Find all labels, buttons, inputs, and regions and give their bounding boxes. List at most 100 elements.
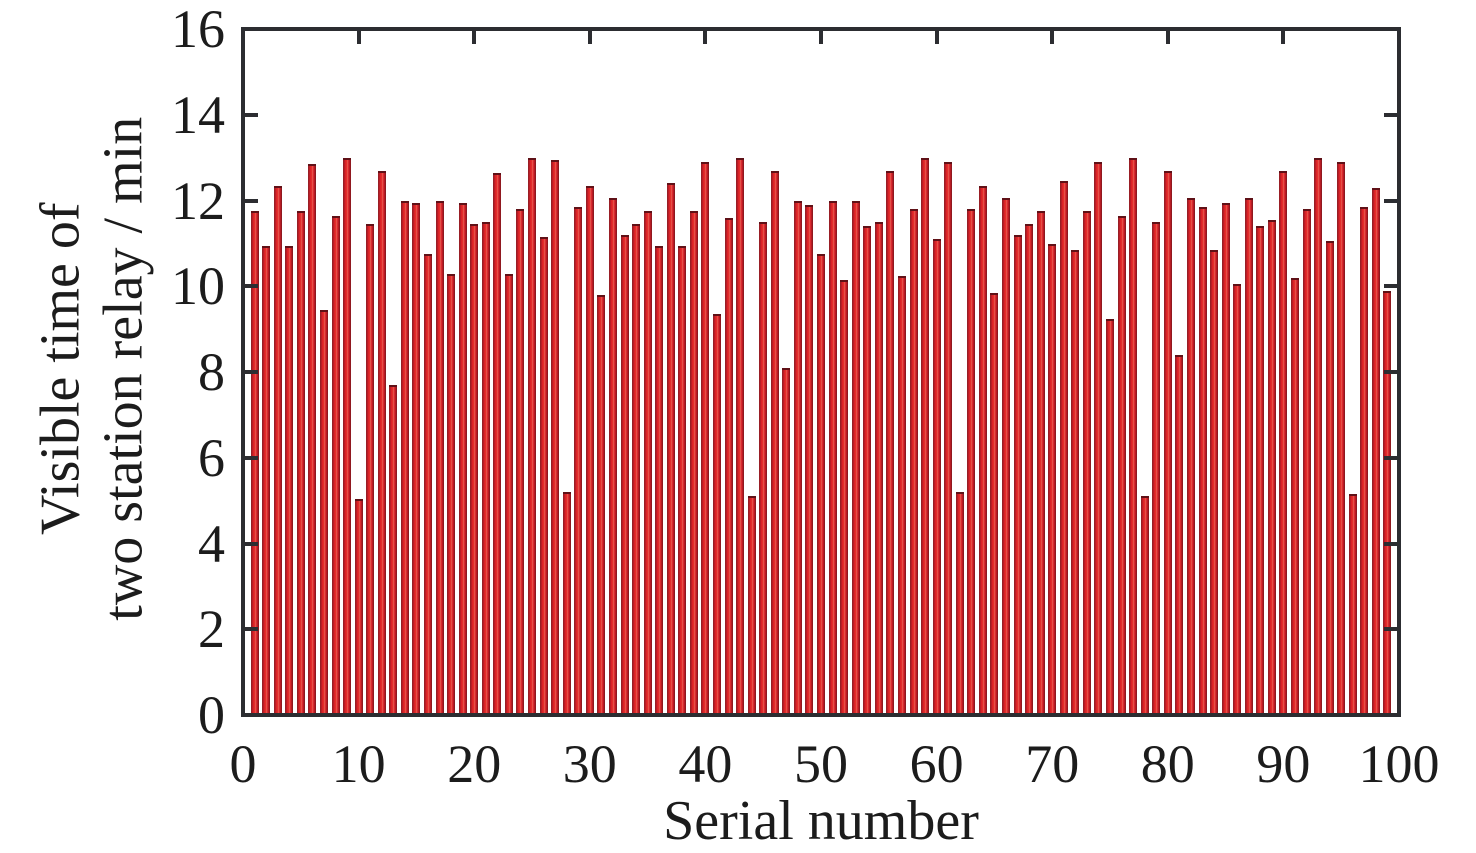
y-tick-label: 0 xyxy=(198,685,225,745)
bar xyxy=(863,226,872,713)
x-tick-top xyxy=(1165,31,1170,44)
y-tick-right xyxy=(1384,455,1397,460)
y-axis-title-line2: two station relay / min xyxy=(92,116,154,621)
bar xyxy=(1279,171,1288,713)
bar xyxy=(1048,244,1057,713)
x-tick-top xyxy=(934,31,939,44)
bar xyxy=(273,186,282,713)
bar xyxy=(909,209,918,713)
bar xyxy=(1025,224,1034,713)
bar xyxy=(1314,158,1323,713)
bar xyxy=(528,158,536,713)
y-tick-left xyxy=(245,627,258,632)
bar xyxy=(689,211,698,713)
bar xyxy=(574,207,583,713)
bar xyxy=(250,211,259,713)
bar xyxy=(978,186,987,713)
bar xyxy=(990,293,999,713)
bar xyxy=(1186,198,1195,713)
bar xyxy=(886,171,895,713)
x-tick-top xyxy=(587,31,592,44)
bar xyxy=(840,280,849,713)
bar xyxy=(817,254,825,713)
y-tick-right xyxy=(1384,284,1397,289)
bar xyxy=(1267,220,1276,713)
x-tick-label: 40 xyxy=(678,734,733,794)
y-tick-left xyxy=(245,112,258,117)
bar xyxy=(1117,216,1126,713)
bar xyxy=(1140,496,1149,713)
bar xyxy=(1337,162,1346,713)
bar xyxy=(1013,235,1022,713)
y-tick-label: 14 xyxy=(171,84,225,145)
bar xyxy=(470,224,479,713)
bar xyxy=(308,164,317,713)
y-tick-label: 12 xyxy=(171,170,225,231)
bar xyxy=(331,216,340,713)
y-tick-left xyxy=(245,541,258,546)
bar xyxy=(400,201,409,713)
y-tick-left xyxy=(245,370,258,374)
y-tick-right xyxy=(1384,370,1397,374)
bar xyxy=(1175,355,1184,713)
bar xyxy=(1325,241,1334,713)
y-tick-label: 2 xyxy=(198,599,225,660)
y-tick-label: 4 xyxy=(198,513,225,574)
x-axis-title: Serial number xyxy=(663,790,979,852)
bar xyxy=(932,239,941,713)
bar xyxy=(967,209,976,713)
bar xyxy=(1163,171,1172,713)
bar xyxy=(412,203,421,713)
bar xyxy=(424,254,432,713)
bar xyxy=(1233,284,1242,713)
y-axis-title: Visible time of two station relay / min xyxy=(29,0,154,739)
x-tick-label: 70 xyxy=(1025,734,1080,794)
bar xyxy=(1291,278,1299,713)
x-tick-label: 10 xyxy=(331,734,386,794)
bar xyxy=(285,246,294,713)
x-tick-label: 80 xyxy=(1140,734,1195,794)
y-tick-right xyxy=(1384,627,1397,632)
bar xyxy=(1256,226,1265,713)
bar xyxy=(620,235,629,713)
bar xyxy=(1221,203,1230,713)
x-tick-top xyxy=(819,31,823,44)
x-tick-label: 90 xyxy=(1256,734,1311,794)
bar xyxy=(1036,211,1045,713)
bar xyxy=(632,224,640,713)
bar xyxy=(435,201,444,713)
bar xyxy=(1129,158,1138,713)
y-tick-right xyxy=(1384,112,1397,117)
bar xyxy=(724,218,733,713)
bar xyxy=(1360,207,1369,713)
plot-frame xyxy=(241,27,1401,717)
bar xyxy=(1383,291,1392,713)
bar xyxy=(343,158,351,713)
bar xyxy=(377,171,386,713)
x-tick-label: 60 xyxy=(909,734,964,794)
x-tick-label: 0 xyxy=(229,734,257,794)
x-tick-top xyxy=(1050,31,1055,44)
y-tick-label: 10 xyxy=(171,256,225,317)
bar xyxy=(1302,209,1311,713)
bar xyxy=(562,492,571,713)
y-tick-label: 6 xyxy=(198,427,225,488)
bar xyxy=(874,222,883,713)
bar xyxy=(585,186,594,713)
bar xyxy=(354,499,363,713)
bar xyxy=(793,201,802,713)
bar xyxy=(944,162,953,713)
bar xyxy=(701,162,710,713)
y-tick-left xyxy=(245,284,258,289)
bar xyxy=(1210,250,1218,713)
x-tick-top xyxy=(472,31,477,44)
y-tick-right xyxy=(1384,198,1397,203)
bar xyxy=(296,211,305,713)
bar xyxy=(447,274,456,713)
bar xyxy=(319,310,328,713)
bar xyxy=(262,246,271,713)
y-tick-right xyxy=(1384,541,1397,546)
bar xyxy=(1094,162,1103,713)
bar xyxy=(1002,198,1010,713)
